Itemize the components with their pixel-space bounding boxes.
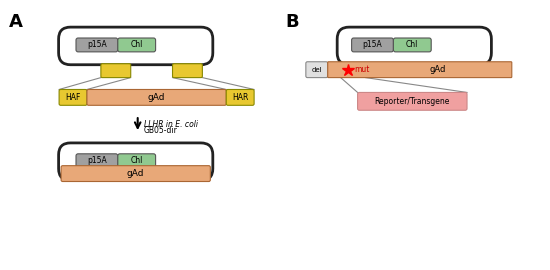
FancyBboxPatch shape: [118, 154, 156, 168]
FancyBboxPatch shape: [101, 64, 131, 77]
Text: mut: mut: [355, 65, 370, 74]
FancyBboxPatch shape: [59, 89, 87, 105]
Text: A: A: [9, 13, 23, 31]
FancyBboxPatch shape: [358, 92, 467, 110]
Text: GB05-dir: GB05-dir: [144, 126, 178, 134]
Text: del: del: [311, 67, 322, 73]
Text: HAF: HAF: [65, 93, 81, 102]
FancyBboxPatch shape: [306, 62, 328, 77]
FancyBboxPatch shape: [118, 38, 156, 52]
FancyBboxPatch shape: [76, 38, 118, 52]
Text: p15A: p15A: [87, 156, 107, 165]
Text: p15A: p15A: [362, 40, 382, 49]
Text: gAd: gAd: [148, 93, 166, 102]
FancyBboxPatch shape: [328, 62, 512, 77]
Text: B: B: [285, 13, 299, 31]
Text: LLHR in E. coli: LLHR in E. coli: [144, 120, 197, 129]
Text: HAR: HAR: [232, 93, 249, 102]
Text: Reporter/Transgene: Reporter/Transgene: [375, 97, 450, 106]
FancyBboxPatch shape: [76, 154, 118, 168]
Text: Chl: Chl: [130, 156, 143, 165]
FancyBboxPatch shape: [173, 64, 202, 77]
Text: gAd: gAd: [127, 169, 145, 178]
FancyBboxPatch shape: [61, 166, 210, 181]
FancyBboxPatch shape: [226, 89, 254, 105]
FancyBboxPatch shape: [87, 89, 226, 105]
FancyBboxPatch shape: [351, 38, 393, 52]
FancyBboxPatch shape: [393, 38, 431, 52]
Text: gAd: gAd: [430, 65, 447, 74]
Text: Chl: Chl: [406, 40, 419, 49]
Text: p15A: p15A: [87, 40, 107, 49]
Text: Chl: Chl: [130, 40, 143, 49]
